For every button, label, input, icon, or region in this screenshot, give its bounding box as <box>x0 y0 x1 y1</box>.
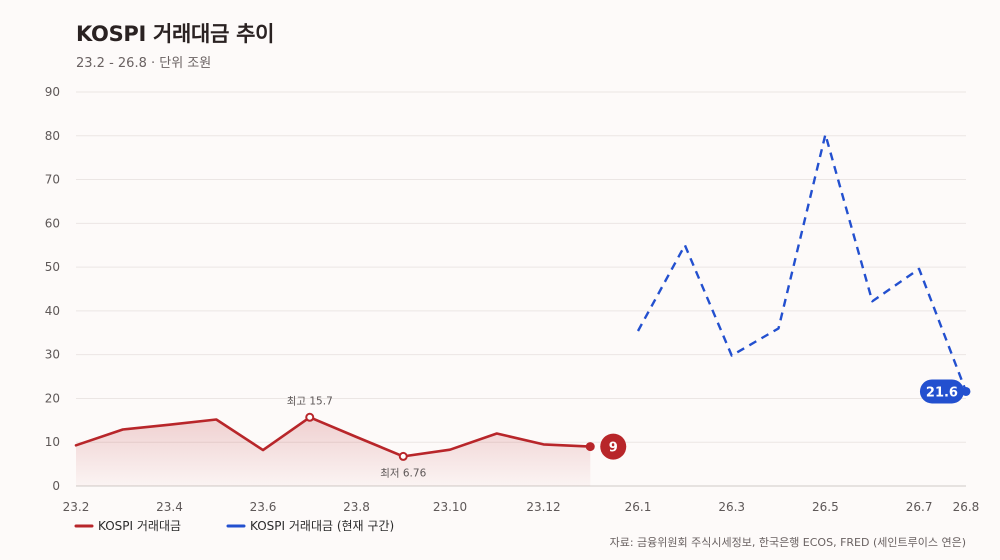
current-series-line <box>636 133 968 392</box>
markers <box>75 134 971 461</box>
x-tick-label: 26.5 <box>812 500 839 514</box>
current-end-label: 21.6 <box>926 385 958 400</box>
x-tick-label: 23.2 <box>63 500 90 514</box>
labels: 최고 15.7 최저 6.76 9 21.6 <box>287 379 964 479</box>
historical-end-badge <box>600 433 627 460</box>
max-marker <box>305 412 315 422</box>
legend-current-label: KOSPI 거래대금 (현재 구간) <box>250 519 394 533</box>
y-tick-label: 90 <box>45 85 60 99</box>
x-tick-label: 26.1 <box>625 500 652 514</box>
y-tick-label: 20 <box>45 391 60 405</box>
axes: 0 10 20 30 40 50 60 70 80 90 23.2 23.4 23.6 23.8 23.10… <box>45 85 980 514</box>
x-tick-label: 23.10 <box>433 500 467 514</box>
series-lines <box>74 133 968 458</box>
source-note: 자료: 금융위원회 주식시세정보, 한국은행 ECOS, FRED (세인트루이… <box>609 536 966 549</box>
y-tick-label: 30 <box>45 348 60 362</box>
area-fill-layer <box>76 417 591 486</box>
x-tick-label: 23.12 <box>526 500 560 514</box>
historical-series-line <box>74 416 592 458</box>
legend-historical-label: KOSPI 거래대금 <box>98 519 181 533</box>
y-tick-label: 70 <box>45 173 60 187</box>
x-tick-label: 26.8 <box>953 500 980 514</box>
x-tick-label: 23.6 <box>250 500 277 514</box>
historical-end-label: 9 <box>609 441 618 456</box>
grid-lines <box>76 91 966 443</box>
max-annotation: 최고 15.7 <box>287 395 333 407</box>
y-tick-label: 60 <box>45 216 60 230</box>
y-tick-label: 10 <box>45 435 60 449</box>
legend: KOSPI 거래대금 KOSPI 거래대금 (현재 구간) <box>74 519 394 533</box>
y-tick-label: 80 <box>45 129 60 143</box>
y-tick-label: 40 <box>45 304 60 318</box>
x-tick-label: 23.4 <box>156 500 183 514</box>
current-end-badge <box>919 379 964 404</box>
x-tick-label: 23.8 <box>343 500 370 514</box>
chart-title: KOSPI 거래대금 추이 <box>76 22 275 46</box>
x-tick-label: 26.3 <box>718 500 745 514</box>
y-tick-label: 50 <box>45 260 60 274</box>
x-tick-label: 26.7 <box>906 500 933 514</box>
historical-end-dot <box>585 442 595 452</box>
min-annotation: 최저 6.76 <box>380 467 426 479</box>
min-marker <box>398 451 408 461</box>
y-tick-label: 0 <box>52 479 60 493</box>
historical-area-fill <box>76 417 591 486</box>
chart-subtitle: 23.2 - 26.8 · 단위 조원 <box>76 56 212 71</box>
